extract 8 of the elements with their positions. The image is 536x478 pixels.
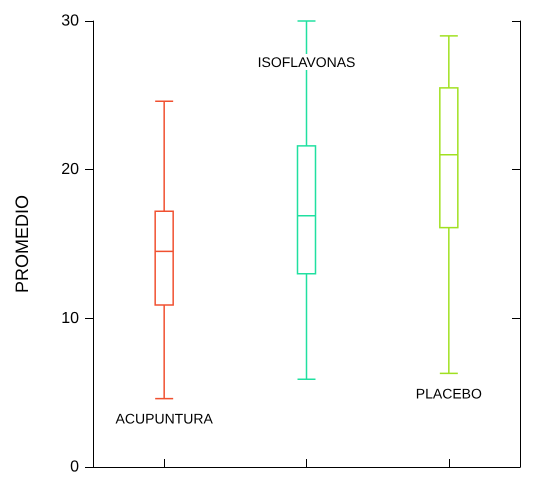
y-axis-title: PROMEDIO	[12, 194, 32, 294]
y-tick-label: 0	[70, 458, 80, 476]
x-tick-label: ACUPUNTURA	[116, 410, 214, 427]
x-tick-label: ISOFLAVONAS	[258, 54, 356, 70]
y-tick-label: 30	[61, 12, 80, 30]
y-tick-label: 20	[61, 161, 80, 178]
x-tick-label: PLACEBO	[416, 385, 482, 402]
y-tick-label: 10	[61, 310, 80, 327]
